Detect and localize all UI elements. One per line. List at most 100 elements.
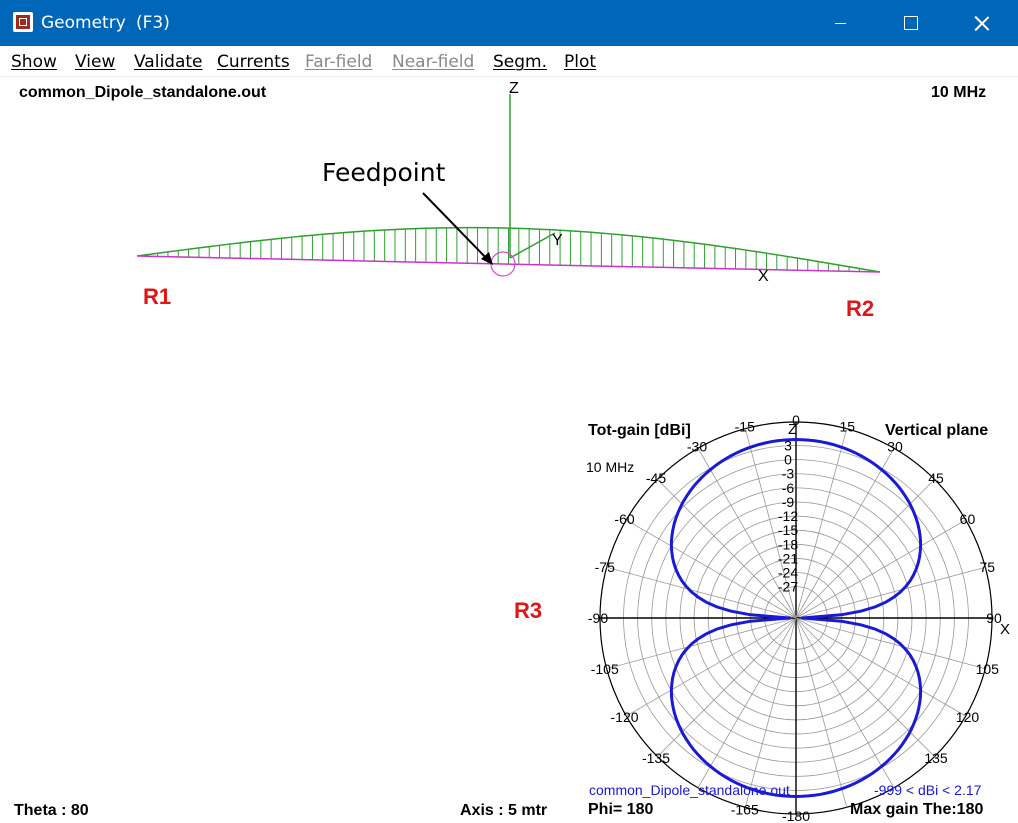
angle-tick-label: -180 [782,808,810,823]
polar-spoke [606,566,797,619]
angle-tick-label: -45 [646,470,666,486]
region-r1-label: R1 [143,284,172,309]
radial-tick-label: 0 [784,452,792,468]
polar-spoke [697,448,797,619]
radial-tick-label: 3 [784,438,792,454]
chart-plane: Vertical plane [885,422,988,439]
radial-tick-label: -18 [778,536,798,552]
current-envelope [136,226,881,273]
polar-spoke [626,519,797,619]
chart-frequency: 10 MHz [586,459,634,475]
arrow-head [481,252,493,265]
frequency-label: 10 MHz [931,84,987,101]
polar-spoke [795,448,895,619]
angle-tick-label: 90 [986,610,1002,626]
angle-tick-label: -30 [687,439,707,455]
angle-tick-label: 105 [976,661,1000,677]
menu-validate[interactable]: Validate [134,52,203,72]
angle-tick-label: -15 [735,419,755,435]
minimize-button[interactable] [806,0,876,46]
radial-tick-label: -21 [778,550,798,566]
app-icon [13,12,33,32]
polar-spoke [795,617,935,757]
polar-chart: 0 153045607590105120135-15-30-45-60-75-90… [580,410,1016,823]
radial-tick-label: -27 [778,579,798,595]
angle-tick-label: -165 [731,801,759,817]
polar-spoke [606,617,797,670]
angle-tick-label: -60 [614,511,634,527]
angle-tick-label: 15 [839,419,855,435]
chart-filename: common_Dipole_standalone.out [589,782,790,798]
radial-tick-label: -12 [778,508,798,524]
angle-tick-label: -90 [588,610,608,626]
polar-spoke [795,519,966,619]
maximize-button[interactable] [876,0,946,46]
polar-spoke [795,566,986,619]
file-name: common_Dipole_standalone.out [19,84,267,101]
chart-max-gain: Max gain The:180 [850,801,983,818]
polar-spoke [795,617,895,788]
chart-x-label: X [1000,621,1010,638]
menu-near-field[interactable]: Near-field [392,52,475,72]
menu-plot[interactable]: Plot [564,52,597,72]
angle-tick-label: -120 [611,709,639,725]
chart-z-label: Z [788,421,797,438]
polar-spoke [697,617,797,788]
feedpoint-label: Feedpoint [322,158,446,187]
angle-tick-label: -135 [642,750,670,766]
angle-tick-label: 0 [792,412,800,428]
radial-tick-label: -24 [778,565,798,581]
x-axis-label: X [758,268,769,285]
feedpoint-arrow [422,192,491,263]
menu-currents[interactable]: Currents [217,52,290,72]
region-r3-label: R3 [514,598,543,623]
polar-spoke [795,617,848,808]
window-shortcut: (F3) [136,13,170,33]
radial-tick-label: -3 [782,466,795,482]
menu-far-field[interactable]: Far-field [305,52,373,72]
y-axis-label: Y [552,232,563,249]
dipole-wire [136,255,881,273]
polar-spoke [626,617,797,717]
geometry-canvas[interactable] [0,76,1018,823]
angle-tick-labels: 0 153045607590105120135-15-30-45-60-75-90… [588,412,1002,823]
region-r2-label: R2 [846,296,875,321]
chart-title: Tot-gain [dBi] [588,422,691,439]
angle-tick-label: 45 [928,470,944,486]
menu-view[interactable]: View [75,52,116,72]
menu-segm[interactable]: Segm. [493,52,548,72]
angle-tick-label: 75 [979,559,995,575]
status-theta: Theta : 80 [14,802,89,819]
polar-spoke [744,617,797,808]
polar-spoke [795,428,848,619]
radial-tick-labels: 30-3-6-9-12-15-18-21-24-27 [778,438,798,595]
title-bar: Geometry (F3) [0,0,1018,46]
angle-tick-label: 135 [924,750,948,766]
radial-tick-label: -15 [778,522,798,538]
menu-show[interactable]: Show [11,52,57,72]
angle-tick-label: 60 [960,511,976,527]
polar-spoke [657,479,797,619]
radial-tick-label: -9 [782,494,795,510]
polar-spoke [795,617,986,670]
chart-phi: Phi= 180 [588,801,653,818]
radial-tick-label: -6 [782,480,795,496]
y-axis [509,232,556,259]
polar-spoke [744,428,797,619]
angle-tick-label: 120 [956,709,980,725]
chart-range: -999 < dBi < 2.17 [874,782,982,798]
polar-spoke [657,617,797,757]
angle-tick-label: -75 [595,559,615,575]
window-title: Geometry [41,13,126,33]
polar-spoke [795,617,966,717]
close-button[interactable] [946,0,1016,46]
radiation-pattern [669,437,923,799]
angle-tick-label: 30 [887,439,903,455]
angle-tick-label: -105 [591,661,619,677]
menu-bar: Show View Validate Currents Far-field Ne… [0,46,1018,77]
status-axis: Axis : 5 mtr [460,802,548,819]
polar-grid [599,421,993,815]
current-distribution [136,226,881,273]
polar-spoke [795,479,935,619]
z-axis-label: Z [509,80,519,97]
